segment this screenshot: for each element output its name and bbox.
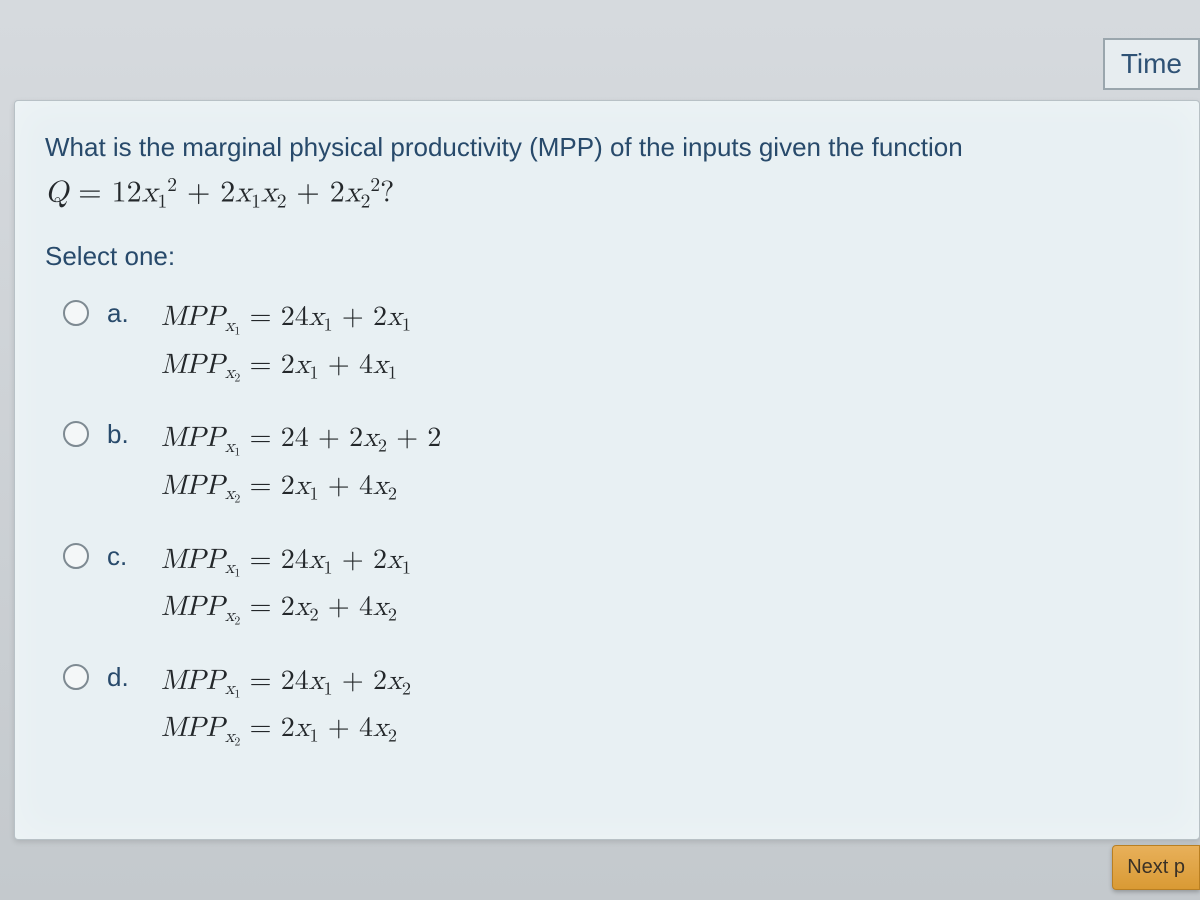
option-a-line1: MPPx1 = 24x1 + 2x1	[161, 294, 411, 342]
option-a-body: MPPx1 = 24x1 + 2x1 MPPx2 = 2x1 + 4x1	[161, 294, 411, 389]
option-c-line1: MPPx1 = 24x1 + 2x1	[161, 537, 411, 585]
quiz-card: What is the marginal physical productivi…	[14, 100, 1200, 840]
option-d-line1: MPPx1 = 24x1 + 2x2	[161, 658, 411, 706]
option-b-body: MPPx1 = 24 + 2x2 + 2 MPPx2 = 2x1 + 4x2	[161, 415, 441, 510]
option-d-label: d.	[107, 658, 143, 693]
question-stem: What is the marginal physical productivi…	[45, 129, 1169, 167]
option-a-row[interactable]: a. MPPx1 = 24x1 + 2x1 MPPx2 = 2x1 + 4x1	[63, 294, 1169, 389]
next-page-button[interactable]: Next p	[1112, 845, 1200, 890]
option-b-line1: MPPx1 = 24 + 2x2 + 2	[161, 415, 441, 463]
option-a-line2: MPPx2 = 2x1 + 4x1	[161, 342, 411, 390]
option-d-body: MPPx1 = 24x1 + 2x2 MPPx2 = 2x1 + 4x2	[161, 658, 411, 753]
screen: Time What is the marginal physical produ…	[0, 0, 1200, 900]
time-label: Time	[1121, 48, 1182, 79]
question-formula: Q = 12x12 + 2x1x2 + 2x22?	[45, 173, 1169, 214]
radio-d[interactable]	[63, 664, 89, 690]
option-b-line2: MPPx2 = 2x1 + 4x2	[161, 463, 441, 511]
radio-a[interactable]	[63, 300, 89, 326]
option-b-row[interactable]: b. MPPx1 = 24 + 2x2 + 2 MPPx2 = 2x1 + 4x…	[63, 415, 1169, 510]
options-list: a. MPPx1 = 24x1 + 2x1 MPPx2 = 2x1 + 4x1 …	[45, 294, 1169, 753]
option-c-label: c.	[107, 537, 143, 572]
option-c-line2: MPPx2 = 2x2 + 4x2	[161, 584, 411, 632]
radio-b[interactable]	[63, 421, 89, 447]
radio-c[interactable]	[63, 543, 89, 569]
option-d-row[interactable]: d. MPPx1 = 24x1 + 2x2 MPPx2 = 2x1 + 4x2	[63, 658, 1169, 753]
option-d-line2: MPPx2 = 2x1 + 4x2	[161, 705, 411, 753]
option-c-row[interactable]: c. MPPx1 = 24x1 + 2x1 MPPx2 = 2x2 + 4x2	[63, 537, 1169, 632]
option-c-body: MPPx1 = 24x1 + 2x1 MPPx2 = 2x2 + 4x2	[161, 537, 411, 632]
option-a-label: a.	[107, 294, 143, 329]
next-page-label: Next p	[1127, 856, 1185, 878]
select-one-label: Select one:	[45, 241, 1169, 272]
option-b-label: b.	[107, 415, 143, 450]
time-box: Time	[1103, 38, 1200, 90]
